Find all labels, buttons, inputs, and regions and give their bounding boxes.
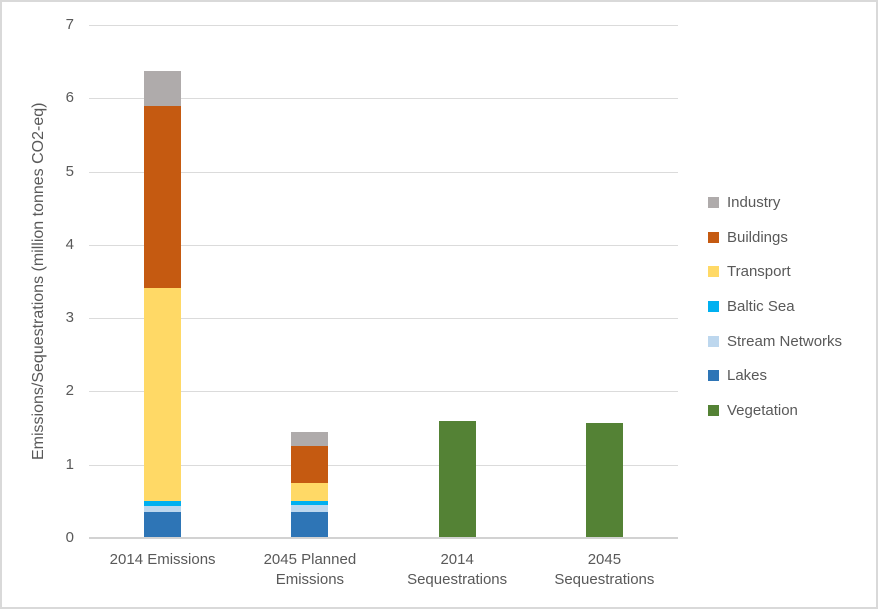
legend-item-baltic-sea: Baltic Sea (708, 289, 842, 324)
legend-marker-icon (708, 404, 719, 416)
gridline-y7 (89, 25, 678, 26)
bar-segment-baltic-sea-cat2 (291, 501, 329, 506)
legend-label: Stream Networks (727, 332, 843, 350)
gridline-y2 (89, 391, 678, 393)
bar-segment-lakes-cat1 (144, 511, 182, 538)
legend-label: Baltic Sea (727, 297, 795, 315)
bar-segment-transport-cat2 (291, 483, 329, 502)
gridline-y6 (89, 98, 678, 100)
legend-marker-icon (708, 266, 719, 278)
legend-item-buildings: Buildings (708, 220, 842, 255)
x-category-label-3: 2014 Sequestrations (407, 551, 508, 588)
bar-segment-baltic-sea-cat1 (144, 501, 182, 506)
bar-segment-lakes-cat2 (291, 511, 329, 538)
legend-item-vegetation: Vegetation (708, 393, 842, 428)
y-tick-label-0: 0 (65, 529, 74, 546)
y-tick-label-4: 4 (65, 235, 74, 253)
bar-segment-industry-cat2 (291, 432, 329, 447)
bar-segment-industry-cat1 (144, 71, 182, 106)
gridline-y4 (89, 244, 678, 246)
x-category-label-4: 2045 Sequestrations (554, 551, 655, 588)
x-category-label-2: 2045 Planned Emissions (263, 551, 357, 588)
legend-item-stream-networks: Stream Networks (708, 324, 842, 359)
legend-marker-icon (708, 300, 719, 312)
gridline-y1 (89, 464, 678, 466)
plot-area (89, 25, 678, 538)
y-tick-label-3: 3 (65, 309, 74, 327)
bar-segment-stream-networks-cat1 (144, 505, 182, 512)
y-tick-label-1: 1 (65, 455, 74, 473)
x-category-label-1: 2014 Emissions (109, 551, 216, 568)
legend-marker-icon (708, 335, 719, 347)
legend-marker-icon (708, 231, 719, 243)
legend-item-industry: Industry (708, 185, 842, 220)
x-axis-line (89, 537, 678, 539)
bar-segment-stream-networks-cat2 (291, 505, 329, 512)
bar-segment-transport-cat1 (144, 288, 182, 502)
gridline-y5 (89, 171, 678, 173)
legend-label: Vegetation (727, 401, 798, 419)
y-tick-label-6: 6 (65, 89, 74, 107)
y-tick-label-2: 2 (65, 382, 74, 400)
bar-segment-buildings-cat2 (291, 446, 329, 484)
legend-item-lakes: Lakes (708, 358, 842, 393)
legend-marker-icon (708, 370, 719, 382)
legend-label: Buildings (727, 228, 788, 246)
y-tick-label-5: 5 (65, 162, 74, 180)
legend-item-transport: Transport (708, 254, 842, 289)
legend: Industry Buildings Transport Baltic Sea Stre… (708, 185, 842, 428)
legend-label: Transport (727, 263, 791, 281)
gridline-y3 (89, 318, 678, 320)
bar-segment-vegetation-cat3 (438, 420, 476, 538)
legend-marker-icon (708, 196, 719, 208)
y-tick-label-7: 7 (65, 16, 74, 33)
bar-segment-buildings-cat1 (144, 105, 182, 289)
bar-segment-vegetation-cat4 (585, 422, 623, 538)
legend-label: Industry (727, 193, 781, 211)
legend-label: Lakes (727, 367, 768, 385)
